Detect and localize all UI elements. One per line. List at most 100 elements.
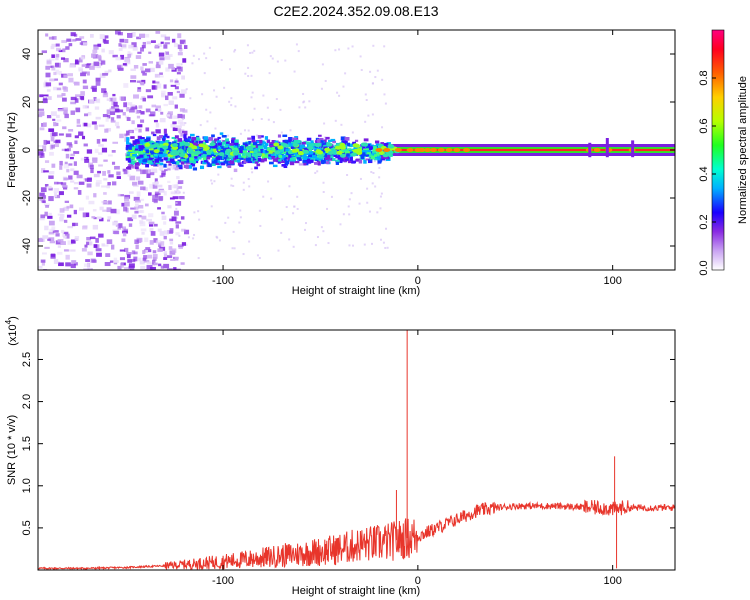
heatmap-cell <box>270 197 273 200</box>
heatmap-cell <box>53 192 57 198</box>
heatmap-cell <box>246 44 249 47</box>
heatmap-cell <box>335 161 340 165</box>
heatmap-cell <box>342 213 345 216</box>
heatmap-cell <box>69 64 75 68</box>
heatmap-cell <box>157 156 162 161</box>
heatmap-cell <box>363 148 368 151</box>
heatmap-cell <box>217 145 222 149</box>
heatmap-cell <box>247 160 253 164</box>
snr-ytick-label: 2.5 <box>21 352 33 367</box>
heatmap-cell <box>280 231 283 234</box>
heatmap-cell <box>418 148 426 152</box>
heatmap-cell <box>177 148 184 153</box>
heatmap-cell <box>374 185 377 188</box>
heatmap-cell <box>119 262 124 268</box>
heatmap-cell <box>188 138 193 142</box>
heatmap-cell <box>180 161 185 165</box>
heatmap-cell <box>227 165 232 168</box>
heatmap-cell <box>127 32 133 38</box>
heatmap-cell <box>108 69 112 73</box>
heatmap-cell <box>74 140 78 145</box>
heatmap-cell <box>338 94 341 97</box>
heatmap-cell <box>174 167 179 171</box>
heatmap-cell <box>295 43 298 46</box>
heatmap-cell <box>65 233 70 239</box>
heatmap-cell <box>378 176 381 179</box>
heatmap-xtick-label: 0 <box>415 275 421 287</box>
heatmap-cell <box>65 262 71 267</box>
heatmap-cell <box>176 72 181 75</box>
heatmap-cell <box>286 144 292 148</box>
heatmap-cell <box>183 42 186 45</box>
heatmap-cell <box>198 140 204 145</box>
heatmap-cell <box>67 147 72 152</box>
heatmap-cell <box>98 164 103 167</box>
heatmap-cell <box>149 227 154 232</box>
heatmap-cell <box>163 191 167 196</box>
heatmap-cell <box>177 44 182 50</box>
heatmap-cell <box>61 229 65 234</box>
heatmap-cell <box>152 133 157 137</box>
heatmap-cell <box>119 133 124 139</box>
heatmap-cell <box>139 209 145 214</box>
heatmap-cell <box>154 158 159 163</box>
heatmap-cell <box>358 202 361 205</box>
heatmap-cell <box>42 235 49 239</box>
heatmap-cell <box>161 211 165 215</box>
heatmap-cell <box>263 145 268 150</box>
heatmap-cell <box>191 136 197 141</box>
heatmap-cell <box>345 142 350 147</box>
heatmap-cell <box>158 263 162 267</box>
heatmap-cell <box>192 237 195 240</box>
heatmap-cell <box>386 246 389 249</box>
heatmap-cell <box>168 63 174 69</box>
heatmap-cell <box>307 146 314 151</box>
heatmap-cell <box>175 78 178 81</box>
heatmap-cell <box>382 241 385 244</box>
heatmap-cell <box>292 142 299 147</box>
heatmap-cell <box>136 168 142 172</box>
heatmap-cell <box>217 173 220 176</box>
heatmap-cell <box>208 46 211 49</box>
heatmap-cell <box>178 245 183 250</box>
heatmap-cell <box>151 168 158 173</box>
heatmap-cell <box>65 46 70 50</box>
heatmap-cell <box>135 143 140 147</box>
heatmap-cell <box>252 142 258 146</box>
heatmap-cell <box>124 197 130 202</box>
heatmap-cell <box>57 251 63 255</box>
heatmap-cell <box>220 157 225 161</box>
heatmap-cell <box>250 96 253 99</box>
heatmap-cell <box>42 200 46 204</box>
snr-multiplier-base: (x10 <box>7 324 19 345</box>
heatmap-cell <box>325 136 330 140</box>
heatmap-cell <box>153 238 158 243</box>
heatmap-cell <box>117 265 122 270</box>
heatmap-cell <box>374 154 378 157</box>
heatmap-cell <box>204 158 208 163</box>
heatmap-cell <box>78 207 84 211</box>
heatmap-cell <box>118 223 123 228</box>
heatmap-cell <box>249 51 252 54</box>
heatmap-cell <box>51 144 55 149</box>
heatmap-cell <box>343 148 348 153</box>
heatmap-cell <box>302 159 308 163</box>
heatmap-cell <box>322 181 325 184</box>
heatmap-cell <box>102 201 109 205</box>
heatmap-cell <box>353 148 360 153</box>
heatmap-cell <box>209 139 212 142</box>
heatmap-cell <box>176 143 180 147</box>
heatmap-cell <box>279 160 285 164</box>
heatmap-cell <box>49 58 55 61</box>
heatmap-cell <box>242 142 248 146</box>
heatmap-cell <box>371 151 377 154</box>
heatmap-cell <box>74 81 80 86</box>
heatmap-cell <box>301 141 306 145</box>
heatmap-cell <box>153 153 158 156</box>
heatmap-cell <box>243 144 248 149</box>
heatmap-cell <box>358 159 363 164</box>
heatmap-cell <box>118 43 122 47</box>
heatmap-cell <box>124 39 129 44</box>
heatmap-cell <box>55 43 60 47</box>
heatmap-cell <box>138 148 144 152</box>
